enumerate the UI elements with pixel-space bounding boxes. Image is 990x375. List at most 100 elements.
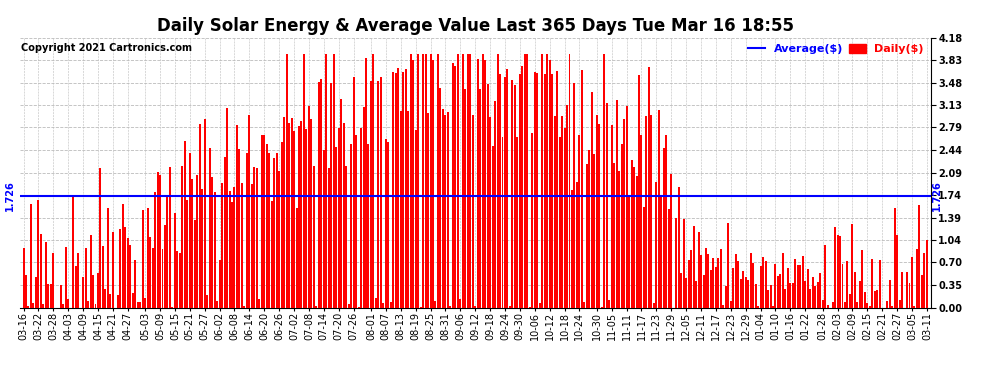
Bar: [145, 298, 147, 307]
Bar: [532, 133, 534, 308]
Bar: [822, 300, 824, 307]
Bar: [772, 306, 774, 308]
Bar: [603, 54, 605, 307]
Bar: [663, 148, 665, 308]
Bar: [352, 77, 354, 308]
Bar: [147, 208, 148, 308]
Bar: [482, 54, 484, 307]
Bar: [779, 274, 781, 308]
Bar: [181, 166, 183, 308]
Bar: [514, 85, 516, 308]
Bar: [576, 182, 578, 308]
Bar: [797, 265, 799, 308]
Bar: [544, 74, 545, 308]
Bar: [196, 176, 198, 308]
Bar: [869, 306, 871, 308]
Bar: [909, 283, 911, 308]
Bar: [400, 111, 402, 308]
Bar: [834, 228, 836, 308]
Bar: [665, 135, 667, 308]
Bar: [519, 74, 521, 308]
Bar: [442, 109, 444, 307]
Bar: [301, 121, 303, 308]
Bar: [285, 54, 287, 307]
Bar: [84, 248, 86, 308]
Bar: [720, 249, 722, 308]
Bar: [216, 302, 218, 307]
Bar: [611, 125, 613, 308]
Bar: [708, 254, 710, 308]
Bar: [839, 236, 842, 308]
Bar: [700, 255, 702, 308]
Bar: [265, 144, 267, 308]
Bar: [688, 260, 690, 308]
Bar: [367, 144, 369, 308]
Bar: [412, 60, 414, 308]
Bar: [224, 158, 226, 308]
Bar: [449, 306, 451, 308]
Bar: [571, 190, 573, 308]
Bar: [120, 229, 122, 308]
Bar: [886, 301, 888, 307]
Bar: [799, 265, 801, 308]
Bar: [326, 54, 328, 307]
Bar: [206, 295, 208, 307]
Bar: [809, 289, 811, 308]
Bar: [333, 54, 335, 307]
Bar: [668, 209, 670, 308]
Bar: [241, 183, 243, 308]
Bar: [231, 202, 233, 308]
Bar: [563, 128, 565, 308]
Bar: [288, 123, 290, 308]
Bar: [341, 99, 343, 308]
Bar: [921, 275, 923, 308]
Bar: [824, 245, 826, 308]
Bar: [407, 111, 409, 308]
Bar: [306, 129, 308, 308]
Bar: [270, 201, 272, 308]
Bar: [725, 286, 727, 308]
Bar: [527, 54, 529, 307]
Bar: [618, 171, 620, 308]
Bar: [290, 118, 292, 308]
Bar: [258, 299, 260, 307]
Bar: [469, 54, 471, 307]
Bar: [402, 72, 404, 308]
Bar: [874, 291, 876, 308]
Bar: [802, 256, 804, 307]
Bar: [919, 206, 921, 308]
Bar: [102, 246, 104, 308]
Bar: [253, 166, 255, 308]
Bar: [142, 210, 144, 308]
Bar: [357, 307, 359, 308]
Bar: [435, 301, 437, 307]
Text: 1.726: 1.726: [933, 181, 942, 212]
Bar: [914, 306, 916, 308]
Bar: [608, 300, 610, 307]
Bar: [861, 250, 863, 307]
Bar: [787, 268, 789, 308]
Bar: [558, 137, 560, 308]
Bar: [154, 192, 156, 308]
Bar: [685, 278, 687, 308]
Bar: [169, 167, 171, 308]
Bar: [718, 258, 720, 308]
Bar: [854, 272, 856, 308]
Bar: [588, 150, 590, 308]
Bar: [762, 257, 764, 307]
Bar: [740, 279, 742, 308]
Bar: [889, 280, 891, 308]
Bar: [747, 280, 749, 308]
Bar: [219, 260, 221, 308]
Bar: [236, 125, 238, 308]
Bar: [313, 166, 315, 308]
Bar: [876, 290, 878, 308]
Bar: [819, 273, 821, 308]
Bar: [705, 248, 707, 308]
Bar: [410, 54, 412, 307]
Bar: [385, 139, 387, 308]
Bar: [59, 285, 61, 308]
Bar: [524, 54, 526, 307]
Bar: [502, 137, 504, 308]
Text: 1.726: 1.726: [5, 181, 15, 212]
